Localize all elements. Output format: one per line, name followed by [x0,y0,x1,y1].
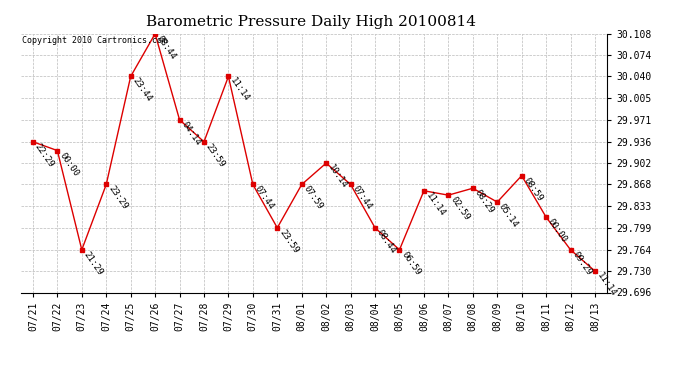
Text: 02:59: 02:59 [448,195,471,222]
Text: 11:14: 11:14 [595,271,618,298]
Text: 00:00: 00:00 [57,151,80,178]
Text: 08:44: 08:44 [155,34,178,61]
Text: 00:00: 00:00 [546,217,569,244]
Text: 04:14: 04:14 [179,120,202,147]
Text: 08:59: 08:59 [522,176,544,203]
Text: 07:59: 07:59 [302,184,324,211]
Text: 23:44: 23:44 [130,76,153,104]
Text: 08:29: 08:29 [473,188,495,215]
Text: 09:29: 09:29 [571,250,593,277]
Text: 06:59: 06:59 [400,250,422,277]
Text: 08:44: 08:44 [375,228,398,255]
Text: 11:14: 11:14 [228,76,251,104]
Text: 05:14: 05:14 [497,202,520,229]
Text: 23:59: 23:59 [204,142,227,169]
Text: 21:29: 21:29 [82,250,105,277]
Text: 07:44: 07:44 [351,184,373,211]
Text: 11:14: 11:14 [424,191,446,218]
Text: 22:29: 22:29 [33,142,56,169]
Text: Copyright 2010 Cartronics.com: Copyright 2010 Cartronics.com [22,36,167,45]
Text: 10:14: 10:14 [326,163,349,190]
Text: Barometric Pressure Daily High 20100814: Barometric Pressure Daily High 20100814 [146,15,475,29]
Text: 07:44: 07:44 [253,184,275,211]
Text: 23:59: 23:59 [277,228,300,255]
Text: 23:29: 23:29 [106,184,129,211]
